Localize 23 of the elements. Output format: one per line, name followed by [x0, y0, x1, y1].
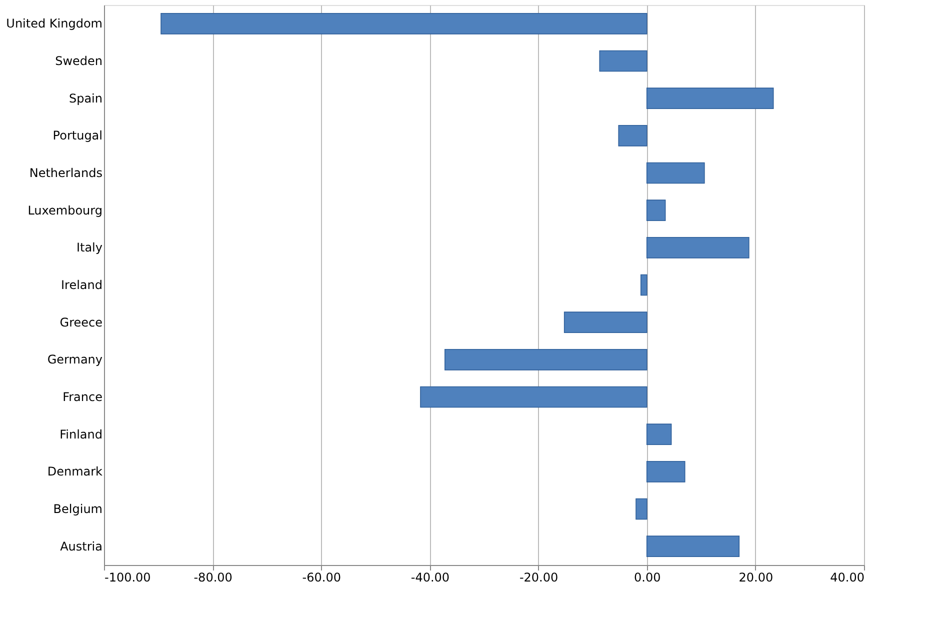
y-tick-label: Germany [47, 352, 102, 367]
y-tick-label: Belgium [53, 502, 102, 516]
y-tick-label: Portugal [52, 128, 102, 143]
y-tick-label: Italy [76, 240, 102, 255]
x-tick-label: 20.00 [738, 570, 774, 584]
y-tick-label: Denmark [47, 464, 103, 479]
x-tick-label: -80.00 [194, 570, 232, 584]
y-tick-label: Ireland [60, 278, 102, 292]
y-tick-label: Spain [68, 91, 102, 106]
x-tick-label: -60.00 [302, 570, 341, 584]
x-tick-label: 0.00 [634, 570, 661, 584]
y-tick-label: France [62, 390, 102, 404]
y-tick-label: Netherlands [29, 166, 102, 180]
y-tick-label: Luxembourg [28, 203, 102, 218]
x-tick-label: -20.00 [519, 570, 558, 584]
x-tick-label: 40.00 [830, 570, 864, 584]
y-tick-label: Austria [60, 539, 102, 554]
y-tick-label: Finland [60, 427, 102, 442]
y-tick-label: Sweden [55, 54, 102, 68]
y-tick-label: Greece [60, 315, 102, 330]
y-tick-label: United Kingdom [6, 16, 102, 31]
x-tick-label: -40.00 [410, 570, 450, 584]
x-tick-label: -100.00 [104, 570, 151, 584]
